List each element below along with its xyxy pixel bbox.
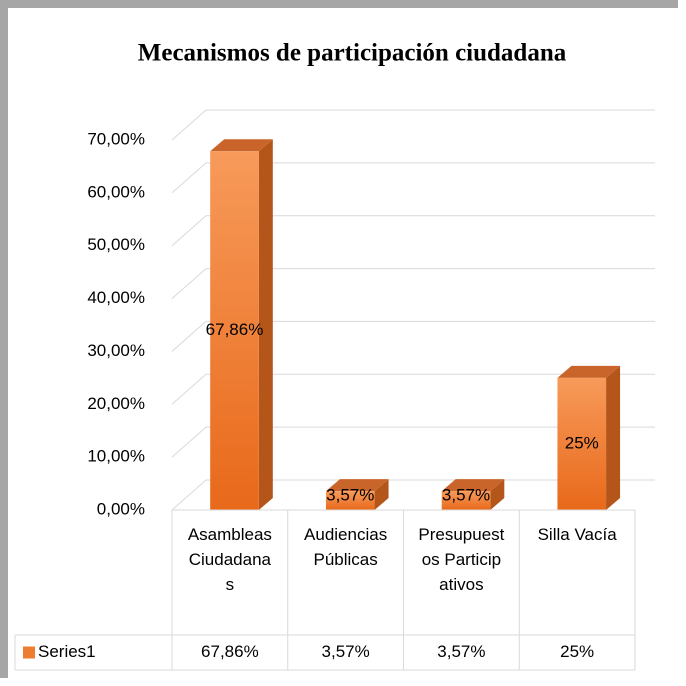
bar-front xyxy=(325,491,375,510)
bar-front xyxy=(210,151,259,510)
data-label: 3,57% xyxy=(326,485,374,504)
grid-line xyxy=(171,162,655,194)
bar-side xyxy=(258,139,273,510)
y-tick-label: 50,00% xyxy=(87,235,145,254)
grid-line xyxy=(171,426,655,458)
x-tick-label: Silla Vacía xyxy=(537,525,617,544)
grid-line xyxy=(171,268,655,299)
table-value: 67,86% xyxy=(201,642,259,661)
bar-front xyxy=(557,377,607,510)
x-tick-label: Presupuestos Participativos xyxy=(418,525,505,594)
bar xyxy=(557,365,621,510)
legend-key xyxy=(23,646,35,659)
y-tick-label: 30,00% xyxy=(87,341,145,360)
data-label: 67,86% xyxy=(206,320,264,339)
table-value: 3,57% xyxy=(437,642,485,661)
grid-line xyxy=(171,479,655,511)
y-tick-label: 60,00% xyxy=(87,182,145,201)
bar xyxy=(441,479,505,510)
x-tick-label: Audiencias Públicas xyxy=(304,525,388,569)
y-tick-label: 70,00% xyxy=(87,129,145,148)
table-value: 3,57% xyxy=(322,642,370,661)
bar-top xyxy=(325,479,389,492)
bar-top xyxy=(557,365,621,378)
bar xyxy=(325,479,389,510)
bar-side xyxy=(606,365,621,510)
chart-title: Mecanismos de participación ciudadana xyxy=(138,40,567,67)
y-tick-label: 20,00% xyxy=(87,394,145,413)
bar-top xyxy=(210,139,273,152)
legend-label: Series1 xyxy=(38,642,96,661)
data-label: 25% xyxy=(565,433,599,452)
grid-line xyxy=(171,215,655,247)
table-value: 25% xyxy=(560,642,594,661)
x-tick-label: Asambleas Ciudadanas xyxy=(187,525,272,594)
data-label: 3,57% xyxy=(442,485,490,504)
bar-top xyxy=(441,479,505,492)
grid-line xyxy=(171,373,655,405)
y-tick-label: 40,00% xyxy=(87,288,145,307)
grid-line xyxy=(171,109,655,141)
bar-side xyxy=(490,479,505,510)
bar xyxy=(210,139,273,510)
grid-line xyxy=(171,320,655,352)
y-tick-label: 10,00% xyxy=(87,447,145,466)
bar-front xyxy=(441,491,491,510)
chart-frame xyxy=(0,0,678,678)
bar-side xyxy=(374,479,389,510)
y-tick-label: 0,00% xyxy=(97,499,145,518)
